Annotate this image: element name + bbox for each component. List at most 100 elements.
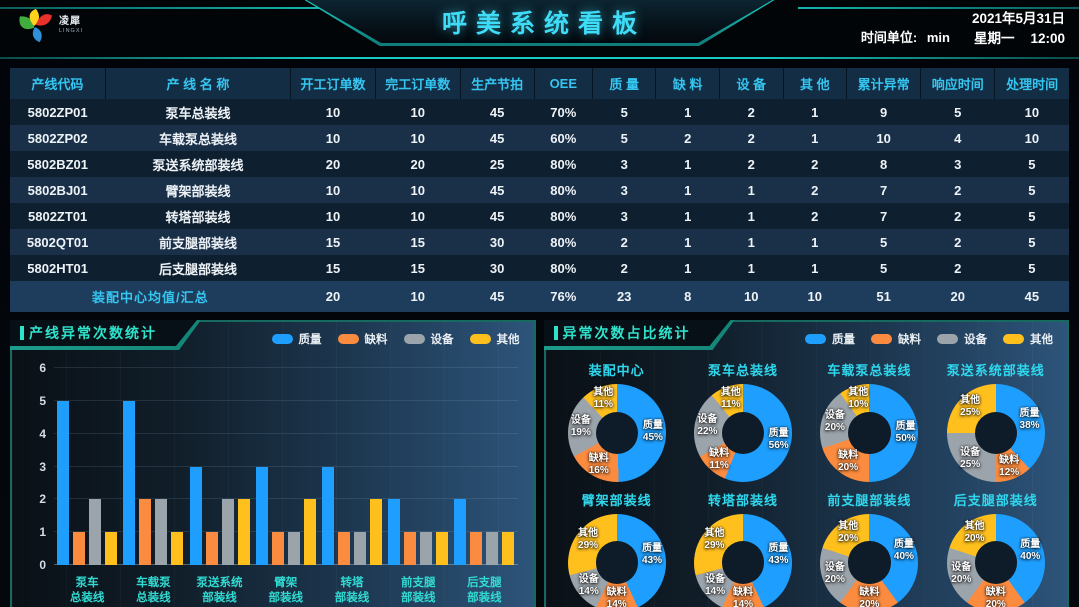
bar-质量 (454, 499, 467, 565)
cell-value: 80% (550, 208, 577, 224)
bar-x-labels: 泵车 总装线 车载泵 总装线 泵送系统 部装线 臂架 部装线 转塔 部装线 前支腿 部装线 后支腿 部装线 (54, 571, 518, 607)
legend-label: 缺料 (364, 334, 388, 346)
donut-hole (595, 411, 638, 455)
header-info: 时间单位: min 2021年5月31日 星期一 12:00 (861, 9, 1065, 48)
legend-item-设备[interactable]: 设备 (937, 331, 987, 347)
column-header: 累计异常 (846, 68, 921, 99)
bar-group (253, 368, 319, 565)
table-row: 5802BJ01 臂架部装线 10 10 45 80% 3 1 1 2 7 2 5 (10, 177, 1069, 203)
slice-label-质量: 质量 38% (1019, 407, 1040, 431)
cell-value: 2 (747, 130, 755, 146)
legend-item-质量[interactable]: 质量 (805, 331, 855, 347)
legend-item-其他[interactable]: 其他 (469, 331, 520, 347)
column-header: 产线代码 (10, 68, 106, 99)
slice-label-其他: 其他 20% (964, 521, 985, 545)
bar-缺料 (470, 532, 483, 565)
bar-缺料 (73, 532, 86, 565)
donut-hole (848, 411, 891, 455)
column-header: 响应时间 (920, 68, 995, 99)
cell-value: 7 (879, 208, 888, 224)
slice-label-其他: 其他 25% (960, 395, 981, 419)
bar-设备 (155, 499, 168, 565)
cell-line-code: 5802ZP01 (27, 104, 88, 120)
legend-label: 其他 (1030, 334, 1053, 346)
cell-value: 3 (620, 182, 628, 198)
y-tick-label: 3 (39, 459, 46, 474)
donut-chart: 转塔部装线 质量 43% 缺料 14% 设备 14% 其他 29% (680, 486, 806, 607)
cell-value: 2 (620, 260, 628, 276)
bar-质量 (321, 466, 334, 565)
x-category-label: 臂架 部装线 (268, 577, 304, 604)
cell-value: 2 (811, 182, 819, 198)
cell-value: 4 (954, 130, 962, 146)
donut-chart-title: 异常次数占比统计 (562, 325, 691, 341)
cell-value: 1 (811, 104, 819, 120)
column-header: 设 备 (718, 68, 784, 99)
cell-value: 10 (325, 208, 341, 224)
cell-value: 2 (684, 130, 692, 146)
summary-value: 10 (744, 289, 759, 304)
cell-value: 10 (325, 182, 341, 198)
cell-line-name: 泵车总装线 (165, 105, 231, 121)
slice-label-设备: 设备 20% (951, 561, 972, 585)
table-row: 5802ZT01 转塔部装线 10 10 45 80% 3 1 1 2 7 2 5 (10, 203, 1069, 229)
y-tick-label: 6 (39, 361, 46, 375)
cell-value: 10 (325, 130, 341, 146)
cell-value: 10 (410, 182, 425, 198)
cell-value: 15 (410, 260, 425, 276)
cell-value: 10 (325, 104, 341, 120)
table-row: 5802ZP02 车载泵总装线 10 10 45 60% 5 2 2 1 10 4 10 (10, 125, 1069, 151)
legend-item-质量[interactable]: 质量 (271, 331, 322, 347)
summary-value: 10 (410, 289, 425, 304)
column-header: 处理时间 (994, 68, 1069, 99)
cell-line-code: 5802ZT01 (28, 208, 88, 224)
cell-value: 1 (811, 234, 819, 250)
slice-label-质量: 质量 56% (768, 427, 789, 451)
legend-swatch (805, 334, 826, 344)
column-header: 完工订单数 (374, 68, 461, 99)
logo-text: 凌犀 (59, 16, 81, 28)
cell-value: 5 (1028, 182, 1036, 198)
table-row: 5802BZ01 泵送系统部装线 20 20 25 80% 3 1 2 2 8 3 5 (10, 151, 1069, 177)
bar-缺料 (404, 532, 417, 565)
slice-label-质量: 质量 40% (893, 539, 914, 563)
legend-item-设备[interactable]: 设备 (403, 331, 454, 347)
slice-label-设备: 设备 14% (705, 573, 726, 597)
slice-label-设备: 设备 14% (578, 573, 599, 597)
donut-hole (595, 541, 638, 584)
legend-swatch (1003, 334, 1024, 344)
bar-设备 (287, 532, 300, 565)
bar-缺料 (205, 532, 218, 565)
cell-value: 70% (550, 104, 577, 120)
slice-label-设备: 设备 22% (697, 414, 718, 438)
cell-value: 10 (410, 104, 425, 120)
legend-item-其他[interactable]: 其他 (1003, 331, 1053, 347)
legend-item-缺料[interactable]: 缺料 (871, 331, 921, 347)
cell-value: 2 (747, 104, 755, 120)
donut-chart: 泵车总装线 质量 56% 缺料 11% 设备 22% 其他 11% (680, 356, 806, 486)
bar-chart-title: 产线异常次数统计 (29, 325, 157, 341)
cell-value: 5 (1028, 208, 1036, 224)
bar-质量 (388, 499, 401, 565)
donut-chart: 后支腿部装线 质量 40% 缺料 20% 设备 20% 其他 20% (933, 486, 1059, 607)
donut-chart-panel: 异常次数占比统计 质量 缺料 设备 其他 装配中心 质量 45% 缺料 16% 设备 19% 其他 1… (543, 320, 1069, 607)
slice-label-设备: 设备 19% (570, 415, 591, 439)
header: 凌犀 LINGXI 呼美系统看板 时间单位: min 2021年5月31日 星期… (0, 0, 1079, 57)
gridline (54, 432, 518, 434)
cell-value: 10 (410, 130, 425, 146)
slice-label-缺料: 缺料 12% (999, 454, 1020, 478)
cell-value: 1 (747, 182, 755, 198)
bar-质量 (57, 400, 70, 565)
column-header: 生产节拍 (459, 68, 535, 99)
slice-label-其他: 其他 20% (838, 521, 859, 545)
title-accent-bar (554, 326, 558, 340)
donut-grid: 装配中心 质量 45% 缺料 16% 设备 19% 其他 11% 泵车总装线 质量 56% 缺料 11% 设… (554, 356, 1060, 607)
donut-title: 泵送系统部装线 (946, 363, 1045, 378)
bar-设备 (420, 532, 433, 565)
cell-value: 1 (747, 234, 755, 250)
x-category-label: 后支腿 部装线 (467, 577, 502, 604)
legend-item-缺料[interactable]: 缺料 (337, 331, 388, 347)
cell-line-name: 泵送系统部装线 (152, 157, 244, 173)
bar-chart-area: 0 1 2 3 4 5 6 泵车 总装线 车载泵 总装线 泵送系统 部装线 臂架 部装线 转塔 部装线 前支腿部… (26, 361, 522, 607)
